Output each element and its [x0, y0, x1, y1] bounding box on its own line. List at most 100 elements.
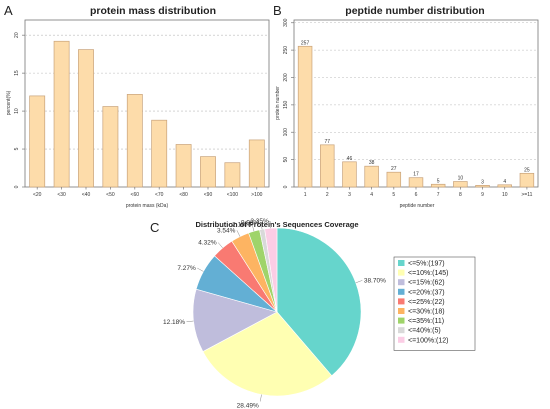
- chart-a-bar: [248, 139, 265, 188]
- chart-a-ytick-label: 5: [14, 147, 20, 150]
- chart-b-xtick-label: 10: [502, 192, 508, 198]
- chart-a-xtick-label: <40: [82, 192, 91, 198]
- chart-a-ytick-label: 15: [14, 70, 20, 76]
- chart-b-plot: 0 50 100 150 200 250 300 1 257 2 77 3 46 4 38 5 27 6 17 7 5 8…: [283, 18, 539, 198]
- chart-c-pie: 38.70% 28.49% 12.18% 7.27% 4.32%3.54%2.16%0.…: [163, 218, 386, 409]
- chart-b-xtick-label: 8: [459, 192, 462, 198]
- chart-b-data-label: 17: [413, 172, 419, 178]
- chart-c-legend: <=5%:(197) <=10%:(145) <=15%:(62) <=20%:(37…: [393, 256, 476, 351]
- pie-leader-line: [251, 224, 255, 232]
- chart-a-xtick-label: <90: [204, 192, 213, 198]
- chart-b-ytick-label: 200: [283, 73, 289, 82]
- chart-a-plot: 0 5 10 15 20 <20 <30 <40 <50 <60 <70 <80 <90 <100 >100: [14, 19, 270, 198]
- pie-pct-label: 28.49%: [237, 402, 259, 409]
- legend-swatch: [398, 279, 405, 286]
- chart-b-bar: [519, 172, 535, 188]
- legend-swatch: [398, 336, 405, 343]
- chart-b-data-label: 46: [347, 156, 353, 162]
- chart-c-title: Distribution of Protein's Sequences Cove…: [195, 220, 358, 229]
- chart-b-ytick-label: 150: [283, 100, 289, 109]
- chart-b-bar: [430, 183, 446, 188]
- chart-b-bar: [497, 184, 512, 188]
- chart-b-data-label: 10: [458, 176, 464, 182]
- legend-label: <=20%:(37): [408, 289, 445, 296]
- pie-pct-label: 12.18%: [163, 319, 185, 326]
- chart-b-data-label: 25: [524, 167, 530, 173]
- chart-a-bar: [200, 156, 216, 188]
- chart-b-bar: [475, 185, 490, 188]
- chart-a-xtick-label: >100: [251, 192, 262, 198]
- chart-b-data-label: 3: [481, 179, 484, 185]
- legend-label: <=15%:(62): [408, 280, 445, 287]
- chart-a-xtick-label: <20: [33, 192, 42, 198]
- chart-b-bar: [386, 171, 402, 188]
- legend-label: <=35%:(11): [408, 318, 444, 325]
- chart-a-bar: [78, 49, 94, 188]
- chart-b-xlabel: peptide number: [400, 203, 435, 209]
- panel-label-c: C: [150, 220, 159, 235]
- legend-label: <=40%:(5): [408, 328, 441, 335]
- chart-a-xtick-label: <70: [155, 192, 164, 198]
- chart-b-ytick-label: 100: [283, 128, 289, 137]
- chart-b-ylabel: protein number: [275, 86, 281, 120]
- chart-a-bar: [175, 144, 192, 188]
- pie-leader-line: [259, 394, 262, 402]
- pie-leader-line: [197, 267, 204, 272]
- chart-a-ytick-label: 10: [14, 108, 20, 114]
- pie-pct-label: 4.32%: [198, 240, 217, 247]
- chart-a-bar: [29, 95, 46, 188]
- chart-b-ytick-label: 50: [283, 157, 289, 163]
- chart-b-xtick-label: 5: [392, 192, 395, 198]
- chart-b-data-label: 27: [391, 166, 397, 172]
- pie-leader-line: [355, 280, 363, 284]
- legend-box: [393, 256, 476, 351]
- pie-leader-line: [260, 222, 263, 230]
- chart-a-xtick-label: <80: [179, 192, 188, 198]
- chart-a-bar: [53, 40, 70, 188]
- pie-slice: [276, 227, 362, 377]
- legend-label: <=25%:(22): [408, 299, 445, 306]
- chart-b-xtick-label: 2: [326, 192, 329, 198]
- pie-leader-line: [236, 230, 241, 237]
- chart-a-ytick-label: 0: [14, 185, 20, 188]
- chart-a-xlabel: protein mass (kDa): [126, 203, 169, 209]
- chart-b-bar: [408, 177, 424, 188]
- chart-a-xtick-label: <60: [131, 192, 140, 198]
- legend-swatch: [398, 327, 405, 334]
- chart-a-bar: [224, 162, 241, 188]
- chart-b-bar: [320, 144, 335, 188]
- chart-b-xtick-label: 9: [481, 192, 484, 198]
- legend-label: <=30%:(18): [408, 309, 445, 316]
- legend-swatch: [398, 288, 405, 295]
- legend-label: <=5%:(197): [408, 261, 445, 268]
- chart-a-ylabel: percent(%): [6, 90, 12, 115]
- pie-pct-label: 3.54%: [217, 227, 236, 234]
- chart-b-xtick-label: 4: [370, 192, 373, 198]
- legend-swatch: [398, 260, 405, 266]
- chart-a-ytick-label: 20: [14, 32, 20, 38]
- pie-leader-line: [270, 221, 272, 229]
- pie-pct-label: 2.35%: [250, 218, 269, 225]
- chart-a-title: protein mass distribution: [90, 5, 216, 17]
- chart-b-bar: [364, 165, 379, 188]
- legend-swatch: [398, 308, 405, 314]
- chart-b-ytick-label: 0: [283, 185, 289, 188]
- chart-b-xtick-label: 3: [348, 192, 351, 198]
- chart-b-data-label: 5: [437, 178, 440, 184]
- chart-a-xtick-label: <100: [227, 192, 238, 198]
- chart-b-bar: [297, 45, 313, 188]
- chart-a-bar: [126, 94, 143, 188]
- chart-a-xtick-label: <30: [57, 192, 66, 198]
- panel-label-a: A: [4, 3, 13, 18]
- chart-b-xtick-label: 7: [437, 192, 440, 198]
- chart-a-frame: [24, 19, 270, 188]
- chart-b-bar: [453, 181, 468, 188]
- chart-b-data-label: 77: [324, 139, 330, 145]
- legend-label: <=10%:(145): [408, 270, 448, 277]
- legend-label: <=100%:(12): [408, 337, 448, 344]
- legend-swatch: [398, 317, 405, 324]
- chart-b-data-label: 4: [503, 179, 506, 185]
- pie-pct-label: 38.70%: [364, 277, 386, 284]
- pie-pct-label: 0.98%: [241, 219, 260, 226]
